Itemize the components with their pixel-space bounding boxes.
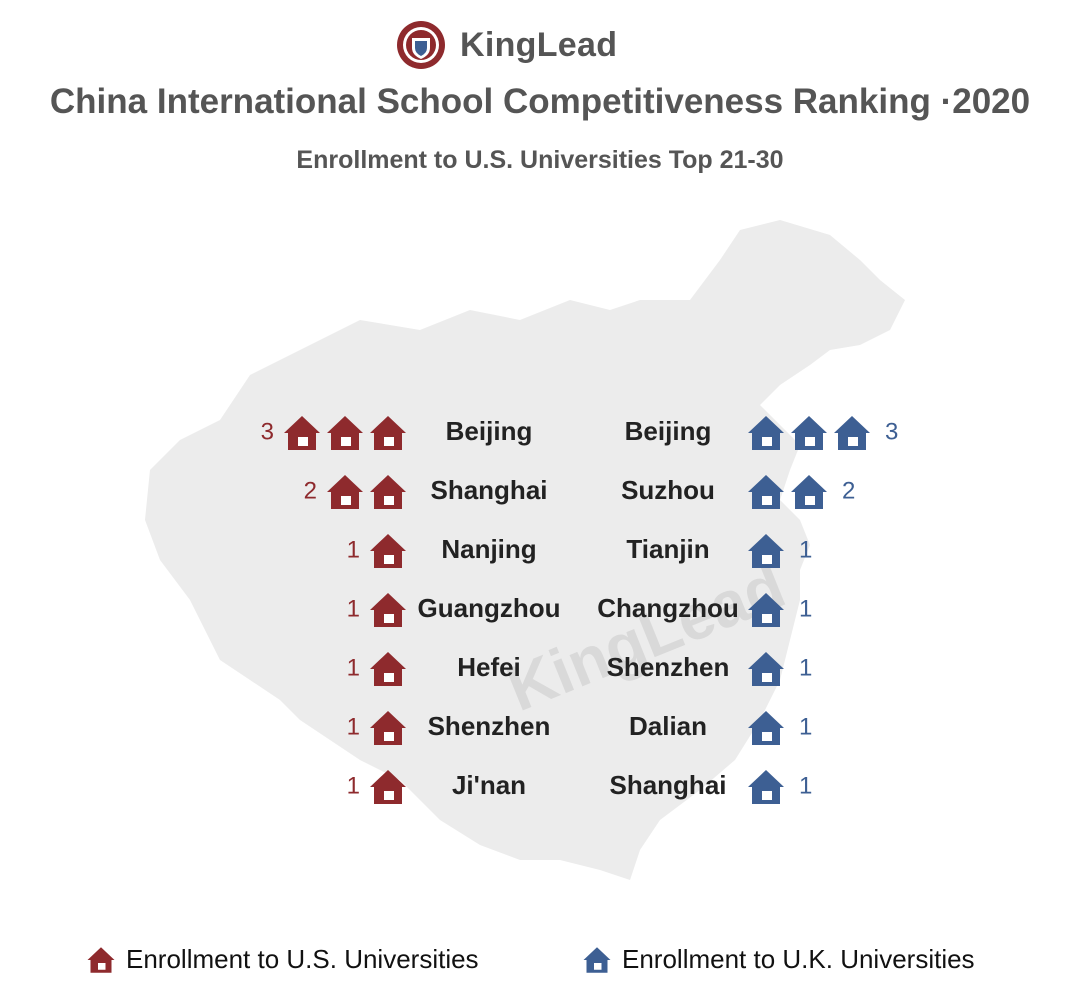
us-house-icon <box>327 416 363 450</box>
uk-house-icon <box>791 475 827 509</box>
us-value-label: 2 <box>304 477 317 504</box>
uk-city-label: Shenzhen <box>607 652 730 682</box>
legend-item-us: Enrollment to U.S. Universities <box>86 944 479 975</box>
us-house-icon <box>370 593 406 627</box>
uk-value-label: 1 <box>799 772 812 799</box>
legend-item-uk: Enrollment to U.K. Universities <box>582 944 975 975</box>
uk-house-icon <box>748 416 784 450</box>
uk-house-icon <box>791 416 827 450</box>
uk-city-label: Beijing <box>625 416 712 446</box>
uk-house-icon <box>748 593 784 627</box>
us-value-label: 1 <box>347 654 360 681</box>
us-value-label: 1 <box>347 536 360 563</box>
us-value-label: 3 <box>261 418 274 445</box>
uk-city-label: Changzhou <box>597 593 739 623</box>
page-subtitle: Enrollment to U.S. Universities Top 21-3… <box>296 146 784 174</box>
brand-name: KingLead <box>460 25 618 64</box>
uk-house-icon <box>748 475 784 509</box>
legend: Enrollment to U.S. Universities Enrollme… <box>0 944 1080 984</box>
uk-value-label: 1 <box>799 713 812 740</box>
uk-city-label: Tianjin <box>626 534 709 564</box>
uk-house-icon <box>748 652 784 686</box>
us-city-label: Beijing <box>446 416 533 446</box>
us-house-icon <box>370 534 406 568</box>
us-house-icon <box>370 770 406 804</box>
us-house-icon <box>370 475 406 509</box>
us-city-label: Nanjing <box>441 534 536 564</box>
us-value-label: 1 <box>347 595 360 622</box>
us-city-label: Ji'nan <box>452 770 526 800</box>
kinglead-logo-icon <box>397 21 445 69</box>
us-house-icon <box>284 416 320 450</box>
us-value-label: 1 <box>347 772 360 799</box>
house-icon <box>87 946 115 973</box>
uk-value-label: 1 <box>799 595 812 622</box>
uk-city-label: Shanghai <box>609 770 726 800</box>
uk-house-icon <box>748 770 784 804</box>
us-city-label: Shenzhen <box>428 711 551 741</box>
us-city-label: Hefei <box>457 652 521 682</box>
legend-label-uk: Enrollment to U.K. Universities <box>622 944 975 974</box>
us-house-icon <box>327 475 363 509</box>
uk-value-label: 1 <box>799 654 812 681</box>
us-city-label: Guangzhou <box>418 593 561 623</box>
us-house-icon <box>370 416 406 450</box>
house-icon <box>583 946 611 973</box>
us-house-icon <box>370 652 406 686</box>
uk-house-icon <box>834 416 870 450</box>
uk-house-icon <box>748 534 784 568</box>
uk-city-label: Dalian <box>629 711 707 741</box>
uk-value-label: 3 <box>885 418 898 445</box>
us-value-label: 1 <box>347 713 360 740</box>
uk-house-icon <box>748 711 784 745</box>
brand: KingLead <box>396 20 617 70</box>
page-title: China International School Competitivene… <box>49 82 1031 121</box>
uk-city-label: Suzhou <box>621 475 715 505</box>
uk-value-label: 2 <box>842 477 855 504</box>
us-house-icon <box>370 711 406 745</box>
us-city-label: Shanghai <box>430 475 547 505</box>
uk-value-label: 1 <box>799 536 812 563</box>
legend-label-us: Enrollment to U.S. Universities <box>126 944 479 974</box>
